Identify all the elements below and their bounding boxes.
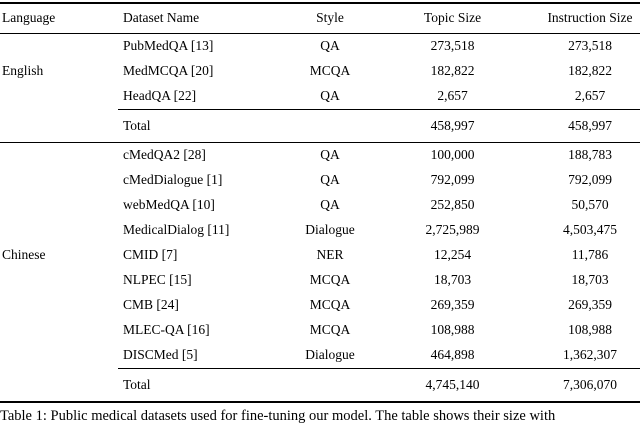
instruction-size-cell: 1,362,307: [563, 347, 617, 363]
header-instruction-size: Instruction Size: [540, 2, 640, 34]
style-cell: MCQA: [309, 272, 351, 288]
dataset-cell: PubMedQA [13]: [123, 38, 214, 54]
style-cell: MCQA: [309, 322, 351, 338]
topic-size-cell: 2,657: [437, 88, 468, 104]
instruction-size-cell: 11,786: [571, 247, 609, 263]
style-cell: QA: [320, 172, 340, 188]
style-cell: QA: [320, 197, 340, 213]
header-dataset-name: Dataset Name: [118, 2, 295, 34]
style-cell: QA: [320, 147, 340, 163]
topic-size-cell: 12,254: [433, 247, 472, 263]
topic-size-cell: 182,822: [430, 63, 475, 79]
header-language: Language: [0, 2, 118, 34]
empty-cell: [0, 109, 118, 143]
instruction-size-cell: 18,703: [571, 272, 609, 288]
total-topic-size: 4,745,140: [365, 368, 540, 403]
table-header-row: Language Dataset Name Style Topic Size I…: [0, 2, 640, 34]
table-row: HeadQA [22] QA 2,657 2,657: [0, 84, 640, 110]
instruction-size-cell: 269,359: [568, 297, 612, 313]
topic-size-cell: 464,898: [430, 347, 475, 363]
table-row: MLEC-QA [16] MCQA 108,988 108,988: [0, 318, 640, 343]
language-cell: English: [2, 63, 44, 79]
dataset-cell: webMedQA [10]: [123, 197, 215, 213]
instruction-size-cell: 182,822: [568, 63, 612, 79]
topic-size-cell: 108,988: [430, 322, 475, 338]
dataset-cell: CMID [7]: [123, 247, 178, 263]
datasets-table: Language Dataset Name Style Topic Size I…: [0, 2, 640, 403]
table-row: cMedDialogue [1] QA 792,099 792,099: [0, 168, 640, 193]
instruction-size-cell: 4,503,475: [563, 222, 617, 238]
total-row: Total 4,745,140 7,306,070: [0, 368, 640, 403]
table-row: MedicalDialog [11] Dialogue 2,725,989 4,…: [0, 218, 640, 243]
dataset-cell: MedicalDialog [11]: [123, 222, 230, 238]
table-row: CMID [7] NER 12,254 11,786: [0, 243, 640, 268]
instruction-size-cell: 792,099: [568, 172, 612, 188]
instruction-size-cell: 108,988: [568, 322, 612, 338]
topic-size-cell: 273,518: [430, 38, 475, 54]
dataset-cell: CMB [24]: [123, 297, 179, 313]
table-row: DISCMed [5] Dialogue 464,898 1,362,307: [0, 343, 640, 369]
style-cell: Dialogue: [305, 347, 355, 363]
table-row: CMB [24] MCQA 269,359 269,359: [0, 293, 640, 318]
style-cell: QA: [320, 88, 340, 104]
topic-size-cell: 269,359: [430, 297, 475, 313]
instruction-size-cell: 273,518: [568, 38, 612, 54]
style-cell: MCQA: [309, 63, 351, 79]
topic-size-cell: 18,703: [433, 272, 472, 288]
topic-size-cell: 2,725,989: [425, 222, 480, 238]
empty-cell: [0, 368, 118, 403]
dataset-cell: cMedQA2 [28]: [123, 147, 206, 163]
style-cell: Dialogue: [305, 222, 355, 238]
total-topic-size: 458,997: [365, 109, 540, 143]
topic-size-cell: 252,850: [430, 197, 475, 213]
header-topic-size: Topic Size: [365, 2, 540, 34]
language-cell: Chinese: [2, 247, 46, 263]
instruction-size-cell: 50,570: [571, 197, 609, 213]
table-row: MedMCQA [20] MCQA 182,822 182,822: [0, 59, 640, 84]
total-row: Total 458,997 458,997: [0, 109, 640, 143]
dataset-cell: MLEC-QA [16]: [123, 322, 210, 338]
dataset-cell: DISCMed [5]: [123, 347, 198, 363]
total-label: Total: [118, 109, 295, 143]
empty-cell: [295, 109, 365, 143]
topic-size-cell: 100,000: [430, 147, 475, 163]
dataset-cell: HeadQA [22]: [123, 88, 197, 104]
table-row: webMedQA [10] QA 252,850 50,570: [0, 193, 640, 218]
table-row: Chinese cMedQA2 [28] QA 100,000 188,783: [0, 143, 640, 262]
header-style: Style: [295, 2, 365, 34]
table-row: NLPEC [15] MCQA 18,703 18,703: [0, 268, 640, 293]
table-caption: Table 1: Public medical datasets used fo…: [0, 408, 556, 424]
instruction-size-cell: 188,783: [568, 147, 612, 163]
total-instruction-size: 458,997: [540, 109, 640, 143]
total-instruction-size: 7,306,070: [540, 368, 640, 403]
topic-size-cell: 792,099: [430, 172, 475, 188]
instruction-size-cell: 2,657: [574, 88, 606, 104]
total-label: Total: [118, 368, 295, 403]
style-cell: QA: [320, 38, 340, 54]
dataset-cell: cMedDialogue [1]: [123, 172, 223, 188]
style-cell: MCQA: [309, 297, 351, 313]
empty-cell: [295, 368, 365, 403]
dataset-cell: NLPEC [15]: [123, 272, 192, 288]
table-row: English PubMedQA [13] QA 273,518 273,518: [0, 34, 640, 78]
dataset-cell: MedMCQA [20]: [123, 63, 214, 79]
style-cell: NER: [316, 247, 344, 263]
